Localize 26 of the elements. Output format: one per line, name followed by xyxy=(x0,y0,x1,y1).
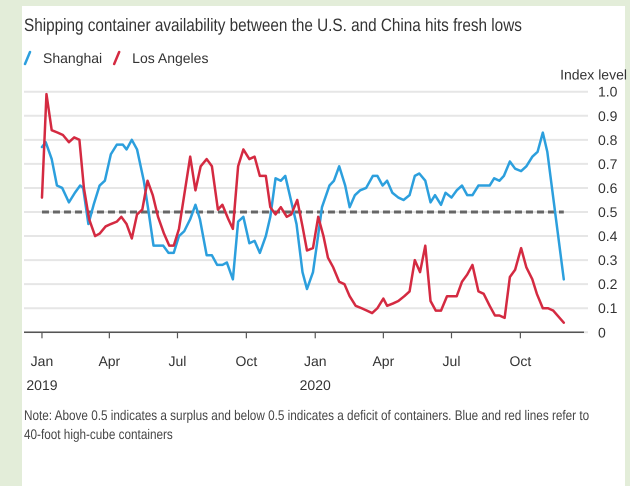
x-tick-label: Jan 2020 xyxy=(300,353,332,393)
text: Note: Above 0.5 indicates a surplus and below 0.5 indicates a deficit of containers. Blue and red lines refer to 40-foot high-cube containers xyxy=(24,407,590,442)
line-series xyxy=(40,131,566,290)
line-series xyxy=(40,92,566,324)
y-tick-label: 0.9 xyxy=(598,108,618,124)
y-tick-label: 0.8 xyxy=(598,132,618,148)
chart-title: Shipping container availability between the U.S. and China hits fresh lows xyxy=(24,14,522,36)
y-tick-label: 0.4 xyxy=(598,228,618,244)
y-tick-label: 0.2 xyxy=(598,276,618,292)
y-tick-label: 0 xyxy=(598,324,606,340)
y-tick-label: 0.3 xyxy=(598,252,618,268)
x-tick-label: Oct xyxy=(509,353,532,369)
x-tick-label: Apr xyxy=(372,353,395,369)
x-tick-label: Jul xyxy=(168,353,186,369)
x-tick-label: Jan 2019 xyxy=(26,353,58,393)
y-axis-title: Index level xyxy=(560,66,627,83)
x-tick-label: Apr xyxy=(98,353,121,369)
y-tick-label: 1.0 xyxy=(598,84,618,100)
legend-label: Shanghai xyxy=(43,50,102,66)
y-tick-label: 0.1 xyxy=(598,300,618,316)
x-tick-label: Oct xyxy=(235,353,258,369)
y-tick-label: 0.6 xyxy=(598,180,618,196)
legend-label: Los Angeles xyxy=(132,50,208,66)
x-tick-label: Jul xyxy=(442,353,460,369)
y-tick-label: 0.7 xyxy=(598,156,618,172)
y-tick-label: 0.5 xyxy=(598,204,618,220)
